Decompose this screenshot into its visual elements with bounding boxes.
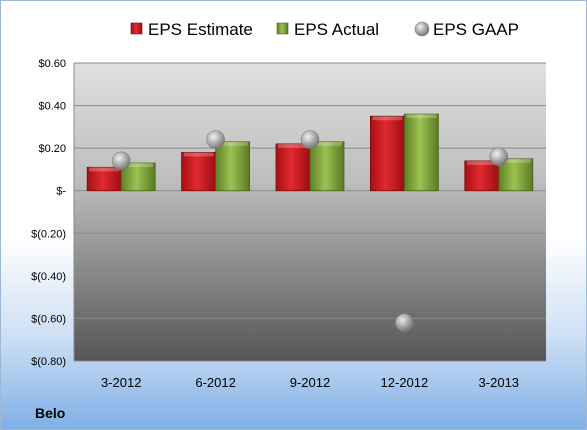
bar-highlight bbox=[183, 152, 214, 157]
bar-highlight bbox=[500, 158, 531, 163]
bar-eps-actual bbox=[309, 141, 345, 192]
company-label: Belo bbox=[35, 405, 65, 421]
legend-swatch bbox=[130, 22, 143, 35]
bar-eps-estimate bbox=[464, 160, 500, 192]
bar-eps-actual bbox=[215, 141, 251, 192]
gaap-point bbox=[111, 151, 131, 171]
x-tick-label: 3-2012 bbox=[101, 375, 141, 390]
y-tick-label: $(0.40) bbox=[31, 271, 66, 283]
bar-highlight bbox=[89, 167, 120, 172]
bar-highlight bbox=[406, 114, 437, 119]
bar-highlight bbox=[217, 141, 248, 146]
y-tick-label: $(0.80) bbox=[31, 356, 66, 368]
x-tick-label: 3-2013 bbox=[479, 375, 519, 390]
legend-swatch bbox=[414, 21, 430, 37]
y-tick-label: $(0.60) bbox=[31, 313, 66, 325]
x-tick-label: 9-2012 bbox=[290, 375, 330, 390]
legend-label: EPS Estimate bbox=[148, 20, 253, 39]
y-tick-label: $0.60 bbox=[38, 58, 66, 70]
bar-highlight bbox=[123, 163, 154, 168]
legend-swatch bbox=[276, 22, 289, 35]
x-tick-label: 12-2012 bbox=[381, 375, 429, 390]
y-tick-label: $- bbox=[56, 186, 66, 198]
y-tick-label: $(0.20) bbox=[31, 228, 66, 240]
legend-label: EPS Actual bbox=[294, 20, 379, 39]
gaap-point bbox=[489, 147, 509, 166]
legend-label: EPS GAAP bbox=[433, 20, 519, 39]
y-tick-label: $0.40 bbox=[38, 101, 66, 113]
gaap-point bbox=[300, 130, 320, 149]
bar-highlight bbox=[372, 116, 403, 121]
bar-eps-estimate bbox=[181, 151, 217, 192]
gaap-point bbox=[206, 130, 225, 149]
bar-eps-estimate bbox=[275, 143, 311, 192]
gaap-points bbox=[111, 130, 509, 332]
bar-highlight bbox=[278, 143, 308, 148]
x-tick-label: 6-2012 bbox=[195, 375, 235, 390]
bar-eps-actual bbox=[498, 158, 534, 192]
y-axis: $0.60 $0.40 $0.20 $- $(0.20) $(0.40) $(0.60) $(… bbox=[31, 58, 75, 368]
bar-highlight bbox=[466, 160, 497, 165]
gaap-point bbox=[395, 313, 414, 332]
bar-eps-actual bbox=[403, 113, 439, 192]
x-axis: 3-2012 6-2012 9-2012 12-2012 3-2013 bbox=[101, 375, 519, 390]
legend: EPS Estimate EPS Actual EPS GAAP bbox=[130, 20, 519, 39]
bar-highlight bbox=[312, 141, 342, 146]
bar-eps-estimate bbox=[369, 115, 405, 192]
y-tick-label: $0.20 bbox=[38, 143, 66, 155]
plot-area bbox=[74, 63, 546, 361]
